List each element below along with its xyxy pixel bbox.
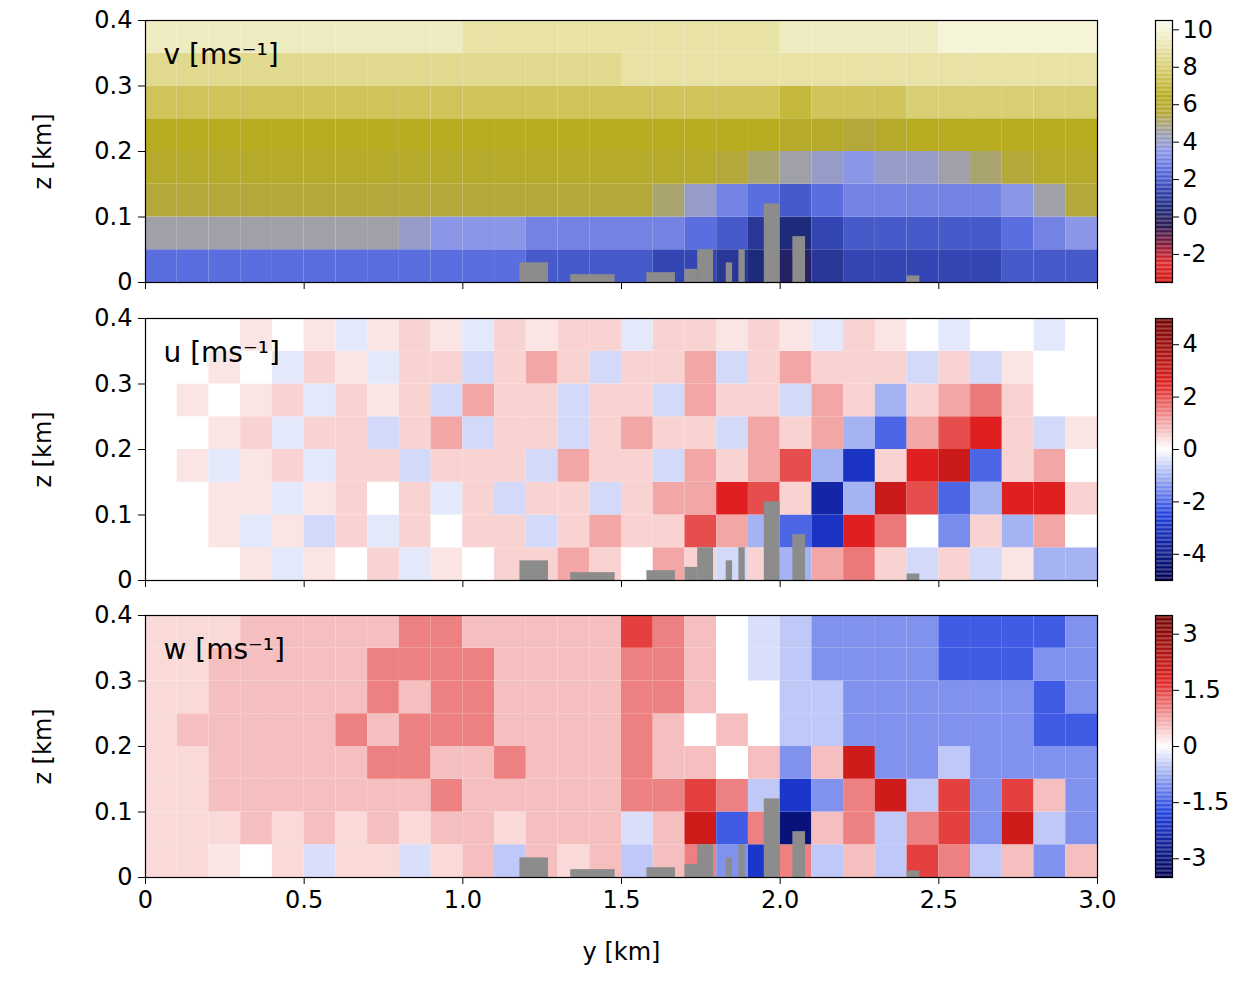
svg-text:-2: -2 [1183,240,1207,268]
svg-text:2: 2 [1183,383,1198,411]
svg-text:1.0: 1.0 [444,886,482,914]
svg-text:0.1: 0.1 [94,798,132,826]
svg-text:2.0: 2.0 [761,886,799,914]
svg-text:4: 4 [1183,330,1198,358]
svg-text:v [ms⁻¹]: v [ms⁻¹] [164,38,279,71]
svg-text:0: 0 [117,863,132,891]
svg-text:0: 0 [1183,732,1198,760]
svg-text:y [km]: y [km] [583,938,661,966]
svg-text:0.2: 0.2 [94,732,132,760]
svg-text:2.5: 2.5 [920,886,958,914]
svg-text:-4: -4 [1183,540,1207,568]
svg-text:0: 0 [117,268,132,296]
svg-text:0.2: 0.2 [94,137,132,165]
svg-text:0.3: 0.3 [94,667,132,695]
svg-text:0: 0 [1183,203,1198,231]
svg-text:1.5: 1.5 [602,886,640,914]
svg-text:0.2: 0.2 [94,435,132,463]
svg-text:0.4: 0.4 [94,304,132,332]
svg-text:0: 0 [1183,435,1198,463]
svg-text:z [km]: z [km] [29,113,57,189]
svg-text:-3: -3 [1183,844,1207,872]
svg-text:3: 3 [1183,620,1198,648]
svg-text:z [km]: z [km] [29,411,57,487]
svg-text:0: 0 [117,566,132,594]
svg-text:6: 6 [1183,90,1198,118]
svg-text:0.1: 0.1 [94,203,132,231]
svg-text:3.0: 3.0 [1078,886,1116,914]
svg-text:10: 10 [1183,16,1214,44]
svg-text:0.3: 0.3 [94,370,132,398]
svg-text:0.4: 0.4 [94,601,132,629]
svg-text:u [ms⁻¹]: u [ms⁻¹] [164,336,280,369]
svg-text:-1.5: -1.5 [1183,788,1230,816]
svg-text:0.4: 0.4 [94,6,132,34]
svg-text:-2: -2 [1183,488,1207,516]
svg-text:0.1: 0.1 [94,501,132,529]
svg-text:8: 8 [1183,53,1198,81]
svg-text:4: 4 [1183,128,1198,156]
svg-text:1.5: 1.5 [1183,676,1221,704]
svg-text:w [ms⁻¹]: w [ms⁻¹] [164,633,286,666]
svg-text:0.5: 0.5 [285,886,323,914]
svg-text:0.3: 0.3 [94,72,132,100]
svg-text:2: 2 [1183,165,1198,193]
svg-text:0: 0 [138,886,153,914]
svg-text:z [km]: z [km] [29,708,57,784]
